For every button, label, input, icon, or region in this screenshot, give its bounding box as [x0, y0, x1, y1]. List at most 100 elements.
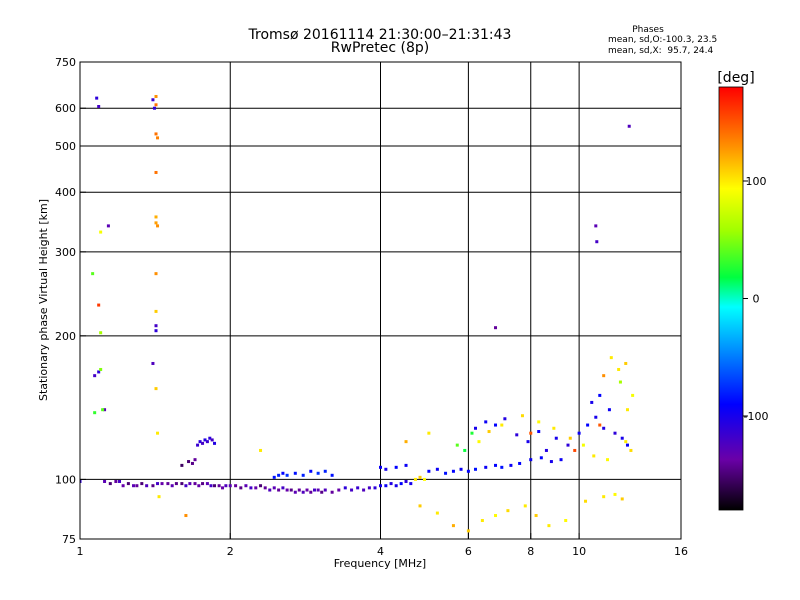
data-point	[213, 441, 217, 445]
data-point	[451, 469, 455, 473]
data-point	[595, 240, 599, 244]
data-point	[602, 495, 606, 499]
data-point	[487, 430, 491, 434]
data-point	[154, 387, 158, 391]
data-point	[613, 431, 617, 435]
data-point	[312, 488, 316, 492]
data-point	[289, 488, 293, 492]
data-point	[523, 504, 527, 508]
data-point	[156, 482, 160, 486]
data-point	[106, 224, 110, 228]
data-point	[97, 105, 101, 109]
data-point	[484, 465, 488, 469]
data-point	[549, 460, 553, 464]
data-point	[509, 463, 513, 467]
data-point	[554, 436, 558, 440]
data-point	[624, 440, 628, 444]
data-point	[97, 303, 101, 307]
data-point	[293, 471, 297, 475]
chart-title: Tromsø 20161114 21:30:00–21:31:43	[248, 27, 512, 43]
data-point	[435, 467, 439, 471]
data-point	[121, 484, 125, 488]
data-point	[559, 458, 563, 462]
data-point	[309, 490, 313, 494]
data-point	[323, 469, 327, 473]
data-point	[547, 524, 551, 528]
data-point	[537, 420, 541, 424]
data-point	[362, 488, 366, 492]
data-point	[217, 484, 221, 488]
data-point	[427, 431, 431, 435]
data-point	[154, 103, 158, 107]
data-point	[301, 490, 305, 494]
data-point	[323, 488, 327, 492]
data-point	[285, 488, 289, 492]
data-point	[607, 408, 611, 412]
data-point	[126, 482, 130, 486]
data-point	[494, 463, 498, 467]
data-point	[629, 448, 633, 452]
data-point	[151, 98, 155, 102]
y-axis-label: Stationary phase Virtual Height [km]	[37, 199, 50, 401]
data-point	[99, 230, 103, 234]
data-point	[99, 331, 103, 335]
data-point	[526, 440, 530, 444]
data-point	[520, 414, 524, 418]
data-point	[627, 124, 631, 128]
data-point	[190, 461, 194, 465]
data-point	[473, 426, 477, 430]
data-point	[154, 329, 158, 333]
data-point	[544, 448, 548, 452]
data-point	[444, 471, 448, 475]
data-point	[103, 479, 107, 483]
data-point	[500, 423, 504, 427]
data-point	[151, 484, 155, 488]
x-tick-label: 1	[77, 545, 84, 558]
y-tick-label: 100	[55, 473, 76, 486]
stats-line-o: mean, sd,O:-100.3, 23.5	[608, 35, 717, 45]
x-tick-label: 16	[674, 545, 688, 558]
data-point	[97, 370, 101, 374]
data-point	[356, 486, 360, 490]
y-tick-label: 500	[55, 140, 76, 153]
data-point	[413, 477, 417, 481]
x-tick-label: 8	[527, 545, 534, 558]
data-point	[201, 482, 205, 486]
x-tick-label: 6	[465, 545, 472, 558]
data-point	[618, 380, 622, 384]
data-point	[151, 361, 155, 365]
data-point	[156, 136, 160, 140]
data-point	[566, 443, 570, 447]
data-point	[594, 224, 598, 228]
data-point	[631, 393, 635, 397]
data-points	[80, 94, 635, 533]
data-point	[193, 458, 197, 462]
data-point	[209, 484, 213, 488]
data-point	[518, 461, 522, 465]
data-point	[330, 490, 334, 494]
data-point	[157, 495, 161, 499]
data-point	[494, 423, 498, 427]
data-point	[281, 486, 285, 490]
data-point	[91, 272, 95, 276]
data-point	[249, 486, 253, 490]
y-tick-label: 600	[55, 102, 76, 115]
data-point	[305, 488, 309, 492]
data-point	[394, 484, 398, 488]
data-point	[174, 482, 178, 486]
data-point	[205, 440, 209, 444]
data-point	[210, 438, 214, 442]
data-point	[384, 467, 388, 471]
data-point	[598, 393, 602, 397]
data-point	[404, 440, 408, 444]
data-point	[609, 356, 613, 360]
data-point	[277, 488, 281, 492]
data-point	[154, 309, 158, 313]
colorbar-tick-label: -100	[744, 410, 769, 423]
data-point	[506, 509, 510, 513]
data-point	[268, 488, 272, 492]
data-point	[101, 408, 105, 412]
data-point	[625, 443, 629, 447]
data-point	[620, 497, 624, 501]
